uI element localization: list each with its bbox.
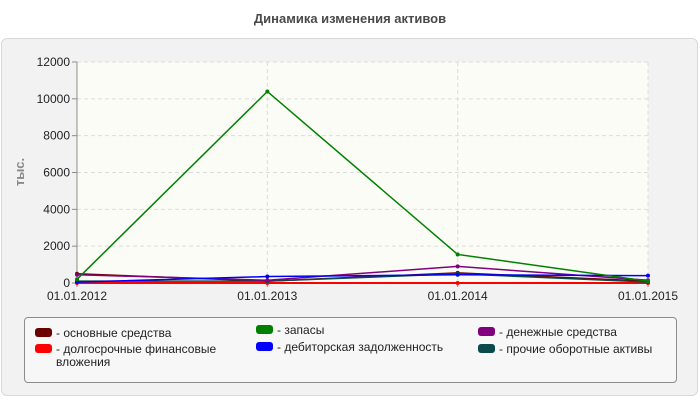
series-point-3 [75, 280, 79, 285]
series-point-3 [265, 274, 270, 279]
legend: - основные средства - долгосрочные финан… [24, 317, 677, 383]
x-tick-label: 01.01.2012 [47, 289, 107, 303]
series-point-3 [646, 273, 650, 278]
legend-label-zapasy: - запасы [277, 323, 325, 337]
y-tick-label: 6000 [43, 166, 70, 180]
series-line-2 [76, 90, 649, 282]
series-point-4 [455, 264, 460, 269]
y-axis-label: тыс. [12, 158, 27, 186]
x-axis-ticks: 01.01.2012 01.01.2013 01.01.2014 01.01.2015 [47, 283, 678, 303]
y-tick-label: 2000 [43, 239, 70, 253]
legend-swatch-denezhnye-sredstva [478, 327, 495, 336]
legend-label-prochie-oborotnye-aktivy: - прочие оборотные активы [499, 342, 653, 356]
legend-name-osnovnye-sredstva: основные средства [63, 326, 172, 340]
chart-title: Динамика изменения активов [253, 11, 447, 26]
series-line-5 [77, 273, 649, 283]
series-line-4 [76, 265, 649, 281]
series-point-1 [455, 281, 460, 285]
legend-swatch-debitorskaya-zadolzhennost [256, 342, 273, 351]
y-tick-label: 0 [63, 276, 70, 290]
y-axis-ticks: 0 2000 4000 6000 8000 10000 12000 [37, 55, 77, 290]
legend-label-dolgosrochnye-vlozheniya: - долгосрочные финансовые вложения [56, 342, 217, 369]
grid-lines [77, 61, 649, 283]
legend-swatch-dolgosrochnye-vlozheniya [35, 344, 52, 353]
series-line-3 [76, 273, 649, 283]
legend-swatch-prochie-oborotnye-aktivy [478, 344, 495, 353]
y-tick-label: 12000 [37, 55, 71, 69]
legend-name-denezhnye-sredstva: денежные средства [506, 325, 617, 339]
series-point-2 [265, 89, 270, 94]
y-tick-label: 4000 [43, 202, 70, 216]
series-point-3 [455, 272, 460, 277]
legend-label-osnovnye-sredstva: - основные средства [56, 326, 172, 340]
x-tick-label: 01.01.2013 [237, 289, 297, 303]
legend-label-debitorskaya-zadolzhennost: - дебиторская задолженность [277, 340, 444, 354]
series-point-4 [265, 278, 270, 283]
legend-swatch-osnovnye-sredstva [35, 328, 52, 337]
series-point-2 [75, 277, 79, 282]
x-tick-label: 01.01.2014 [428, 289, 488, 303]
series-lines [75, 89, 650, 285]
legend-label-denezhnye-sredstva: - денежные средства [499, 325, 617, 339]
series-point-2 [646, 279, 650, 284]
legend-name-prochie-oborotnye-aktivy: прочие оборотные активы [506, 342, 653, 356]
legend-name-zapasy: запасы [284, 323, 325, 337]
series-point-4 [75, 272, 79, 277]
series-point-2 [455, 252, 460, 257]
legend-name-dolgosrochnye-vlozheniya: долгосрочные финансовые вложения [56, 342, 217, 369]
y-tick-label: 10000 [37, 92, 71, 106]
legend-swatch-zapasy [256, 325, 273, 334]
y-tick-label: 8000 [43, 129, 70, 143]
x-tick-label: 01.01.2015 [618, 289, 678, 303]
legend-name-debitorskaya-zadolzhennost: дебиторская задолженность [284, 340, 444, 354]
